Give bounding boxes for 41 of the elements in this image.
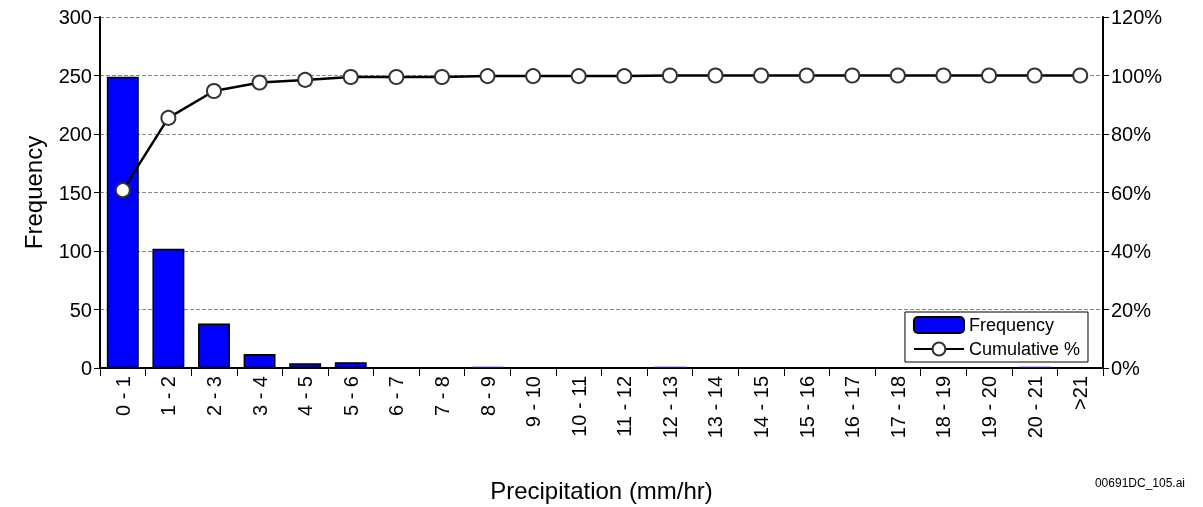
x-tick-label: 9 - 10 bbox=[522, 376, 545, 428]
y-tick-label: 200 bbox=[58, 123, 92, 145]
y-tick-label: 300 bbox=[58, 6, 92, 28]
x-tick-label: 5 - 6 bbox=[339, 376, 362, 417]
x-tick-label: 16 - 17 bbox=[841, 376, 864, 439]
y2-tick-label: 60% bbox=[1111, 181, 1152, 204]
x-tick-label: >21 bbox=[1069, 376, 1092, 410]
y-axis-title: Frequency bbox=[19, 135, 47, 250]
x-tick-label: 20 - 21 bbox=[1023, 376, 1046, 439]
x-tick-label: 2 - 3 bbox=[202, 376, 225, 417]
x-tick-label: 12 - 13 bbox=[658, 376, 681, 439]
x-tick-label: 4 - 5 bbox=[294, 376, 317, 417]
x-tick-label: 6 - 7 bbox=[385, 376, 408, 417]
x-tick-label: 7 - 8 bbox=[430, 376, 453, 417]
y2-tick-label: 120% bbox=[1111, 6, 1163, 28]
x-tick-label: 14 - 15 bbox=[750, 376, 773, 439]
y2-tick-label: 80% bbox=[1111, 123, 1152, 145]
text: 00691DC_105.ai bbox=[1094, 476, 1186, 490]
y-tick-label: 250 bbox=[58, 64, 92, 87]
y-tick-label: 50 bbox=[69, 298, 92, 321]
legend-label: Frequency bbox=[968, 315, 1055, 335]
x-tick-label: 0 - 1 bbox=[111, 376, 134, 417]
x-tick-label: 17 - 18 bbox=[886, 376, 909, 439]
y2-tick-label: 100% bbox=[1111, 64, 1163, 87]
x-tick-label: 3 - 4 bbox=[248, 376, 271, 417]
legend-label: Cumulative % bbox=[968, 339, 1081, 359]
x-axis-title: Precipitation (mm/hr) bbox=[490, 476, 713, 504]
x-tick-label: 8 - 9 bbox=[476, 376, 499, 417]
y2-tick-label: 0% bbox=[1111, 357, 1141, 379]
x-tick-label: 1 - 2 bbox=[157, 376, 180, 417]
x-tick-label: 19 - 20 bbox=[978, 376, 1001, 439]
x-tick-label: 18 - 19 bbox=[932, 376, 955, 439]
x-tick-label: 15 - 16 bbox=[795, 376, 818, 439]
y-tick-label: 0 bbox=[80, 357, 92, 379]
y2-tick-label: 40% bbox=[1111, 240, 1152, 262]
x-tick-label: 11 - 12 bbox=[613, 376, 636, 437]
y-tick-label: 100 bbox=[58, 240, 92, 262]
y-tick-label: 150 bbox=[58, 181, 92, 204]
x-tick-label: 13 - 14 bbox=[704, 376, 727, 439]
x-tick-label: 10 - 11 bbox=[567, 376, 590, 437]
y2-tick-label: 20% bbox=[1111, 298, 1152, 321]
